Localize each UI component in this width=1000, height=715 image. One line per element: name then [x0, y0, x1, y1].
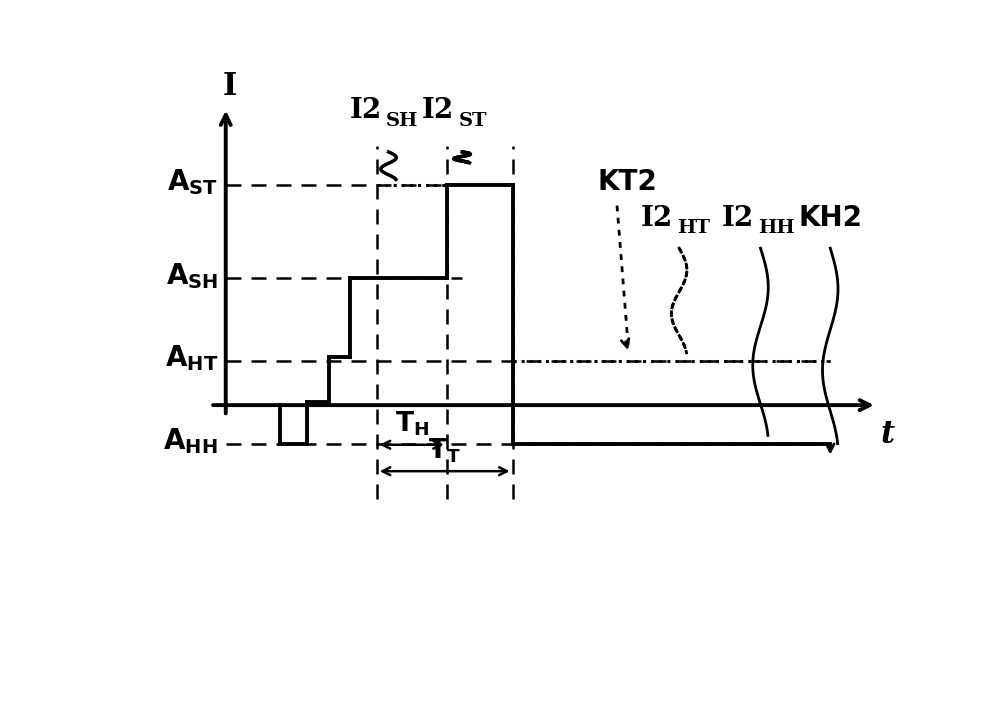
Text: $\mathbf{A_{SH}}$: $\mathbf{A_{SH}}$	[166, 261, 218, 290]
Text: KT2: KT2	[598, 168, 658, 196]
Text: KH2: KH2	[798, 204, 862, 232]
Text: HT: HT	[677, 220, 710, 237]
Text: $\mathbf{A_{HH}}$: $\mathbf{A_{HH}}$	[163, 426, 218, 455]
Text: I: I	[222, 72, 237, 102]
Text: I2: I2	[722, 204, 754, 232]
Text: SH: SH	[386, 112, 419, 130]
Text: $\mathbf{A_{ST}}$: $\mathbf{A_{ST}}$	[167, 167, 218, 197]
Text: t: t	[881, 419, 895, 450]
Text: I2: I2	[422, 97, 454, 124]
Text: ST: ST	[458, 112, 487, 130]
Text: $\mathbf{T_H}$: $\mathbf{T_H}$	[395, 410, 429, 438]
Text: HH: HH	[758, 220, 795, 237]
Text: I2: I2	[350, 97, 382, 124]
Text: $\mathbf{T_T}$: $\mathbf{T_T}$	[428, 436, 461, 465]
Text: I2: I2	[641, 204, 673, 232]
Text: $\mathbf{A_{HT}}$: $\mathbf{A_{HT}}$	[165, 343, 218, 373]
